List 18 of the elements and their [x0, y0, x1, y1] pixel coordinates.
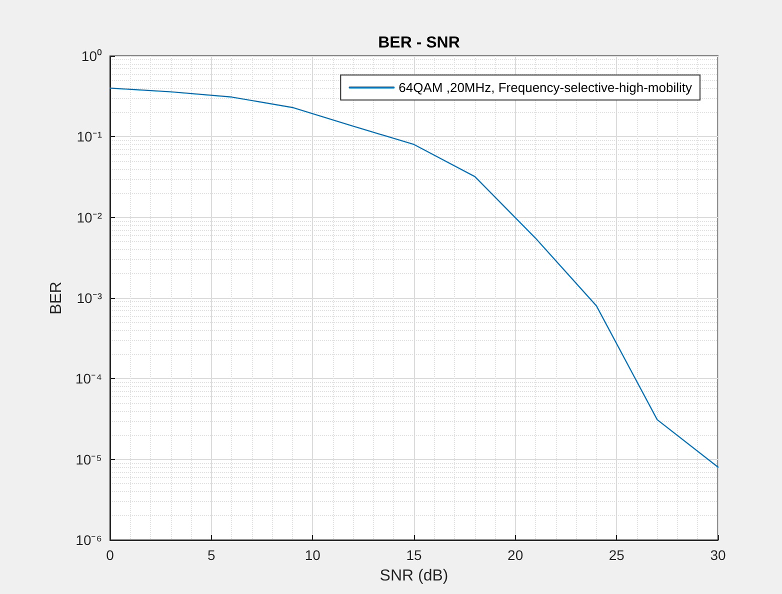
x-tick-label: 20 — [508, 547, 524, 563]
y-tick-label: 10⁻² — [76, 209, 102, 226]
x-tick-label: 15 — [406, 547, 422, 563]
x-axis-title: SNR (dB) — [380, 568, 448, 584]
chart-title: BER - SNR — [378, 34, 460, 52]
x-tick-label: 10 — [304, 547, 321, 563]
y-axis-title: BER — [48, 282, 66, 314]
y-tick-label: 10⁻⁴ — [75, 370, 102, 387]
y-tick-label: 10⁰ — [81, 48, 102, 64]
x-tick-label: 30 — [710, 547, 726, 563]
y-tick-label: 10⁻⁶ — [76, 532, 102, 548]
x-tick-label: 0 — [106, 547, 114, 563]
legend-label: 64QAM ,20MHz, Frequency-selective-high-mobility — [398, 80, 692, 95]
y-tick-label: 10⁻⁵ — [76, 451, 102, 468]
y-tick-label: 10⁻³ — [76, 290, 102, 306]
x-tick-label: 5 — [207, 547, 216, 563]
x-tick-label: 25 — [608, 547, 625, 563]
y-tick-label: 10⁻¹ — [76, 128, 102, 145]
